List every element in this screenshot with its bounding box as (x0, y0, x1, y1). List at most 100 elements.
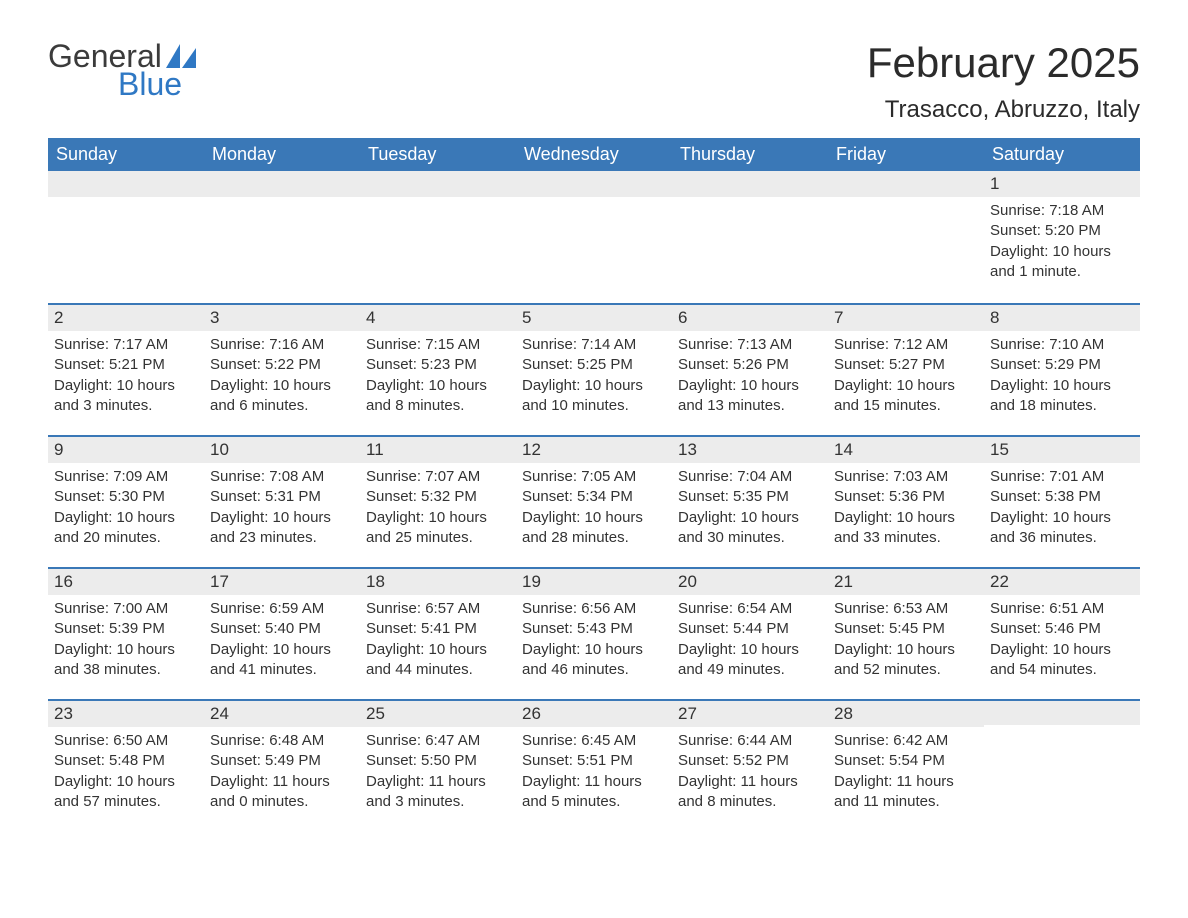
calendar-day-cell: 8Sunrise: 7:10 AMSunset: 5:29 PMDaylight… (984, 303, 1140, 435)
daylight-text: Daylight: 11 hours and 3 minutes. (366, 772, 510, 813)
day-details: Sunrise: 7:00 AMSunset: 5:39 PMDaylight:… (48, 595, 204, 680)
day-details: Sunrise: 6:56 AMSunset: 5:43 PMDaylight:… (516, 595, 672, 680)
calendar-day-cell: 12Sunrise: 7:05 AMSunset: 5:34 PMDayligh… (516, 435, 672, 567)
day-details: Sunrise: 7:03 AMSunset: 5:36 PMDaylight:… (828, 463, 984, 548)
day-number: 18 (360, 567, 516, 595)
day-details: Sunrise: 6:44 AMSunset: 5:52 PMDaylight:… (672, 727, 828, 812)
empty-day-bar (984, 699, 1140, 725)
day-details: Sunrise: 7:07 AMSunset: 5:32 PMDaylight:… (360, 463, 516, 548)
page-subtitle: Trasacco, Abruzzo, Italy (867, 96, 1140, 124)
daylight-text: Daylight: 10 hours and 33 minutes. (834, 508, 978, 549)
daylight-text: Daylight: 10 hours and 54 minutes. (990, 640, 1134, 681)
day-number: 14 (828, 435, 984, 463)
calendar-day-cell: 5Sunrise: 7:14 AMSunset: 5:25 PMDaylight… (516, 303, 672, 435)
sunrise-text: Sunrise: 7:18 AM (990, 201, 1134, 221)
sunset-text: Sunset: 5:27 PM (834, 355, 978, 375)
sunset-text: Sunset: 5:49 PM (210, 751, 354, 771)
calendar-day-cell: 15Sunrise: 7:01 AMSunset: 5:38 PMDayligh… (984, 435, 1140, 567)
calendar-day-cell: 2Sunrise: 7:17 AMSunset: 5:21 PMDaylight… (48, 303, 204, 435)
day-number: 25 (360, 699, 516, 727)
sunset-text: Sunset: 5:43 PM (522, 619, 666, 639)
calendar-day-cell (48, 171, 204, 303)
calendar-day-cell: 22Sunrise: 6:51 AMSunset: 5:46 PMDayligh… (984, 567, 1140, 699)
calendar-day-cell (672, 171, 828, 303)
sunset-text: Sunset: 5:21 PM (54, 355, 198, 375)
sunrise-text: Sunrise: 6:45 AM (522, 731, 666, 751)
day-number: 4 (360, 303, 516, 331)
day-details: Sunrise: 7:01 AMSunset: 5:38 PMDaylight:… (984, 463, 1140, 548)
page-title: February 2025 (867, 40, 1140, 86)
day-details: Sunrise: 6:59 AMSunset: 5:40 PMDaylight:… (204, 595, 360, 680)
calendar-day-cell (516, 171, 672, 303)
daylight-text: Daylight: 10 hours and 13 minutes. (678, 376, 822, 417)
sunset-text: Sunset: 5:46 PM (990, 619, 1134, 639)
sunset-text: Sunset: 5:44 PM (678, 619, 822, 639)
calendar-week-row: 2Sunrise: 7:17 AMSunset: 5:21 PMDaylight… (48, 303, 1140, 435)
calendar-day-cell: 21Sunrise: 6:53 AMSunset: 5:45 PMDayligh… (828, 567, 984, 699)
sunrise-text: Sunrise: 6:53 AM (834, 599, 978, 619)
day-details: Sunrise: 6:42 AMSunset: 5:54 PMDaylight:… (828, 727, 984, 812)
day-number: 24 (204, 699, 360, 727)
day-number: 13 (672, 435, 828, 463)
calendar-day-cell: 28Sunrise: 6:42 AMSunset: 5:54 PMDayligh… (828, 699, 984, 831)
day-number: 2 (48, 303, 204, 331)
sunrise-text: Sunrise: 7:14 AM (522, 335, 666, 355)
day-details: Sunrise: 6:51 AMSunset: 5:46 PMDaylight:… (984, 595, 1140, 680)
calendar-week-row: 16Sunrise: 7:00 AMSunset: 5:39 PMDayligh… (48, 567, 1140, 699)
calendar-day-cell (204, 171, 360, 303)
daylight-text: Daylight: 10 hours and 44 minutes. (366, 640, 510, 681)
calendar-day-cell: 27Sunrise: 6:44 AMSunset: 5:52 PMDayligh… (672, 699, 828, 831)
day-details: Sunrise: 7:05 AMSunset: 5:34 PMDaylight:… (516, 463, 672, 548)
daylight-text: Daylight: 10 hours and 36 minutes. (990, 508, 1134, 549)
daylight-text: Daylight: 10 hours and 28 minutes. (522, 508, 666, 549)
day-details: Sunrise: 6:53 AMSunset: 5:45 PMDaylight:… (828, 595, 984, 680)
sunset-text: Sunset: 5:32 PM (366, 487, 510, 507)
daylight-text: Daylight: 10 hours and 49 minutes. (678, 640, 822, 681)
calendar-day-cell (360, 171, 516, 303)
day-number: 26 (516, 699, 672, 727)
sunrise-text: Sunrise: 6:48 AM (210, 731, 354, 751)
logo: General Blue (48, 40, 200, 100)
day-number: 12 (516, 435, 672, 463)
sunset-text: Sunset: 5:30 PM (54, 487, 198, 507)
sunset-text: Sunset: 5:31 PM (210, 487, 354, 507)
empty-day-bar (204, 171, 360, 197)
calendar-day-cell (984, 699, 1140, 831)
day-details: Sunrise: 6:54 AMSunset: 5:44 PMDaylight:… (672, 595, 828, 680)
calendar-day-cell: 24Sunrise: 6:48 AMSunset: 5:49 PMDayligh… (204, 699, 360, 831)
daylight-text: Daylight: 10 hours and 38 minutes. (54, 640, 198, 681)
sunset-text: Sunset: 5:54 PM (834, 751, 978, 771)
sunset-text: Sunset: 5:36 PM (834, 487, 978, 507)
sunset-text: Sunset: 5:52 PM (678, 751, 822, 771)
daylight-text: Daylight: 11 hours and 8 minutes. (678, 772, 822, 813)
day-details: Sunrise: 6:48 AMSunset: 5:49 PMDaylight:… (204, 727, 360, 812)
calendar-day-cell: 19Sunrise: 6:56 AMSunset: 5:43 PMDayligh… (516, 567, 672, 699)
daylight-text: Daylight: 10 hours and 15 minutes. (834, 376, 978, 417)
calendar-day-cell: 13Sunrise: 7:04 AMSunset: 5:35 PMDayligh… (672, 435, 828, 567)
sunrise-text: Sunrise: 7:07 AM (366, 467, 510, 487)
day-number: 8 (984, 303, 1140, 331)
calendar-day-cell: 6Sunrise: 7:13 AMSunset: 5:26 PMDaylight… (672, 303, 828, 435)
sunrise-text: Sunrise: 7:01 AM (990, 467, 1134, 487)
sunset-text: Sunset: 5:40 PM (210, 619, 354, 639)
sunrise-text: Sunrise: 6:51 AM (990, 599, 1134, 619)
daylight-text: Daylight: 10 hours and 46 minutes. (522, 640, 666, 681)
day-number: 22 (984, 567, 1140, 595)
calendar-day-cell: 23Sunrise: 6:50 AMSunset: 5:48 PMDayligh… (48, 699, 204, 831)
calendar-day-cell: 4Sunrise: 7:15 AMSunset: 5:23 PMDaylight… (360, 303, 516, 435)
calendar-day-cell: 1Sunrise: 7:18 AMSunset: 5:20 PMDaylight… (984, 171, 1140, 303)
calendar-day-cell (828, 171, 984, 303)
sunrise-text: Sunrise: 6:47 AM (366, 731, 510, 751)
sunset-text: Sunset: 5:41 PM (366, 619, 510, 639)
day-details: Sunrise: 7:16 AMSunset: 5:22 PMDaylight:… (204, 331, 360, 416)
sunset-text: Sunset: 5:29 PM (990, 355, 1134, 375)
weekday-header-row: Sunday Monday Tuesday Wednesday Thursday… (48, 138, 1140, 171)
daylight-text: Daylight: 10 hours and 6 minutes. (210, 376, 354, 417)
sunrise-text: Sunrise: 7:09 AM (54, 467, 198, 487)
empty-day-bar (48, 171, 204, 197)
day-details: Sunrise: 7:09 AMSunset: 5:30 PMDaylight:… (48, 463, 204, 548)
daylight-text: Daylight: 10 hours and 41 minutes. (210, 640, 354, 681)
day-number: 15 (984, 435, 1140, 463)
calendar-day-cell: 9Sunrise: 7:09 AMSunset: 5:30 PMDaylight… (48, 435, 204, 567)
sunrise-text: Sunrise: 7:13 AM (678, 335, 822, 355)
